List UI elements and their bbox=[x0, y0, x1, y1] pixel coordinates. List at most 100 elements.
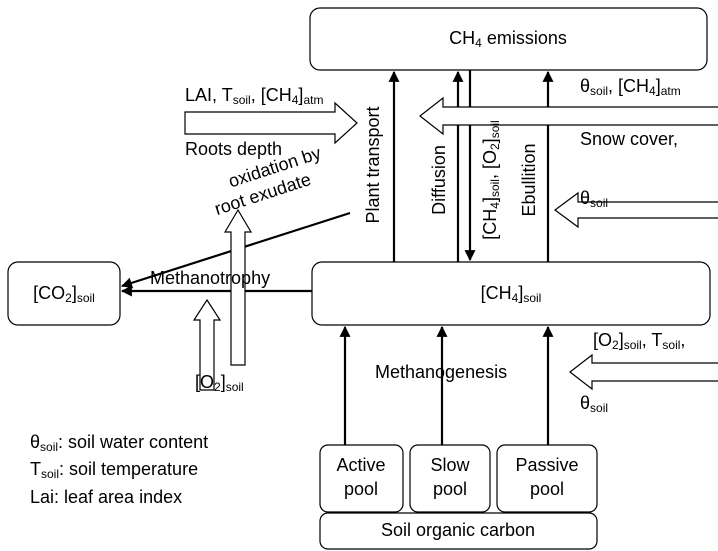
text-part: [CO bbox=[33, 283, 65, 303]
box-ch4-soil bbox=[311, 261, 711, 326]
text-part: ] bbox=[480, 138, 500, 143]
subscript: 2 bbox=[214, 380, 221, 394]
text-part: Methanogenesis bbox=[375, 362, 507, 382]
box-soil-organic-carbon bbox=[319, 512, 598, 550]
text-part: ] bbox=[656, 76, 661, 96]
text-part: ] bbox=[221, 372, 226, 392]
legend-item: θsoil: soil water content bbox=[30, 432, 208, 454]
node-label: Passive bbox=[515, 455, 578, 475]
subscript: 2 bbox=[488, 143, 502, 150]
subscript: 4 bbox=[649, 84, 656, 98]
node-label: CH4 emissions bbox=[449, 28, 567, 50]
node-label: [CH4]soil bbox=[481, 283, 542, 305]
arrow-label: [O2]soil bbox=[195, 372, 244, 394]
arrow-label: Snow cover, bbox=[580, 129, 678, 149]
subscript: atm bbox=[303, 93, 323, 107]
subscript: soil bbox=[590, 84, 608, 98]
subscript: 4 bbox=[488, 202, 502, 209]
hollow-arrow bbox=[223, 208, 253, 366]
hollow-arrow bbox=[569, 353, 718, 391]
subscript: 4 bbox=[292, 93, 299, 107]
box-slow-pool bbox=[409, 444, 491, 513]
node-label: pool bbox=[433, 479, 467, 499]
subscript: soil bbox=[488, 179, 502, 197]
hollow-arrow bbox=[419, 96, 718, 136]
text-part: ] bbox=[298, 85, 303, 105]
text-part: θ bbox=[580, 393, 590, 413]
text-part: Passive bbox=[515, 455, 578, 475]
subscript: 4 bbox=[512, 291, 519, 305]
text-part: pool bbox=[530, 479, 564, 499]
text-part: CH bbox=[449, 28, 475, 48]
text-part: LAI, T bbox=[185, 85, 233, 105]
legend-item: Lai: leaf area index bbox=[30, 487, 182, 507]
hollow-arrow bbox=[184, 101, 358, 145]
text-part: Snow cover, bbox=[580, 129, 678, 149]
subscript: soil bbox=[41, 467, 59, 481]
subscript: 4 bbox=[475, 36, 482, 50]
text-part: θ bbox=[580, 76, 590, 96]
subscript: soil bbox=[590, 401, 608, 415]
text-part: , [CH bbox=[251, 85, 292, 105]
subscript: soil bbox=[662, 338, 680, 352]
hollow-arrow bbox=[553, 191, 718, 229]
text-part: [CH bbox=[480, 209, 500, 240]
arrow-label: θsoil bbox=[580, 188, 608, 210]
text-part: Slow bbox=[430, 455, 470, 475]
text-part: Lai: leaf area index bbox=[30, 487, 182, 507]
text-part: Ebullition bbox=[519, 143, 539, 216]
text-part: ] bbox=[72, 283, 77, 303]
box-emissions bbox=[309, 7, 708, 71]
arrow-label: Methanogenesis bbox=[375, 362, 507, 382]
node-label: pool bbox=[530, 479, 564, 499]
text-part: Plant transport bbox=[363, 106, 383, 223]
text-part: Roots depth bbox=[185, 139, 282, 159]
arrow-label: Methanotrophy bbox=[150, 268, 270, 288]
legend-item: Tsoil: soil temperature bbox=[30, 459, 198, 481]
text-part: [CH bbox=[481, 283, 512, 303]
subscript: soil bbox=[488, 120, 502, 138]
subscript: soil bbox=[40, 440, 58, 454]
text-part: pool bbox=[433, 479, 467, 499]
arrow-label: [CH4]soil, [O2]soil bbox=[480, 120, 502, 239]
node-label: [CO2]soil bbox=[33, 283, 95, 305]
subscript: soil bbox=[233, 93, 251, 107]
arrow-label: θsoil, [CH4]atm bbox=[580, 76, 681, 98]
text-part: , [CH bbox=[608, 76, 649, 96]
subscript: soil bbox=[77, 291, 95, 305]
arrow-label: Plant transport bbox=[363, 106, 383, 223]
text-part: : soil temperature bbox=[59, 459, 198, 479]
text-part: emissions bbox=[482, 28, 567, 48]
text-part: Diffusion bbox=[429, 145, 449, 215]
arrow-label: θsoil bbox=[580, 393, 608, 415]
text-part: Active bbox=[336, 455, 385, 475]
arrow-label: [O2]soil, Tsoil, bbox=[593, 330, 685, 352]
text-part: Soil organic carbon bbox=[381, 520, 535, 540]
arrow-label: LAI, Tsoil, [CH4]atm bbox=[185, 85, 323, 107]
subscript: 2 bbox=[65, 291, 72, 305]
text-part: pool bbox=[344, 479, 378, 499]
arrow-label: Diffusion bbox=[429, 145, 449, 215]
text-part: , [O bbox=[480, 150, 500, 179]
subscript: 2 bbox=[612, 338, 619, 352]
arrow-label: Roots depth bbox=[185, 139, 282, 159]
text-part: T bbox=[30, 459, 41, 479]
text-part: θ bbox=[30, 432, 40, 452]
text-part: θ bbox=[580, 188, 590, 208]
hollow-arrow bbox=[192, 298, 222, 391]
box-co2-soil bbox=[7, 261, 121, 326]
arrow-label: Ebullition bbox=[519, 143, 539, 216]
subscript: soil bbox=[590, 196, 608, 210]
subscript: atm bbox=[661, 84, 681, 98]
node-label: Slow bbox=[430, 455, 470, 475]
subscript: soil bbox=[226, 380, 244, 394]
subscript: soil bbox=[624, 338, 642, 352]
text-part: [O bbox=[195, 372, 214, 392]
text-part: , bbox=[680, 330, 685, 350]
text-part: Methanotrophy bbox=[150, 268, 270, 288]
node-label: pool bbox=[344, 479, 378, 499]
text-part: [O bbox=[593, 330, 612, 350]
node-label: Active bbox=[336, 455, 385, 475]
